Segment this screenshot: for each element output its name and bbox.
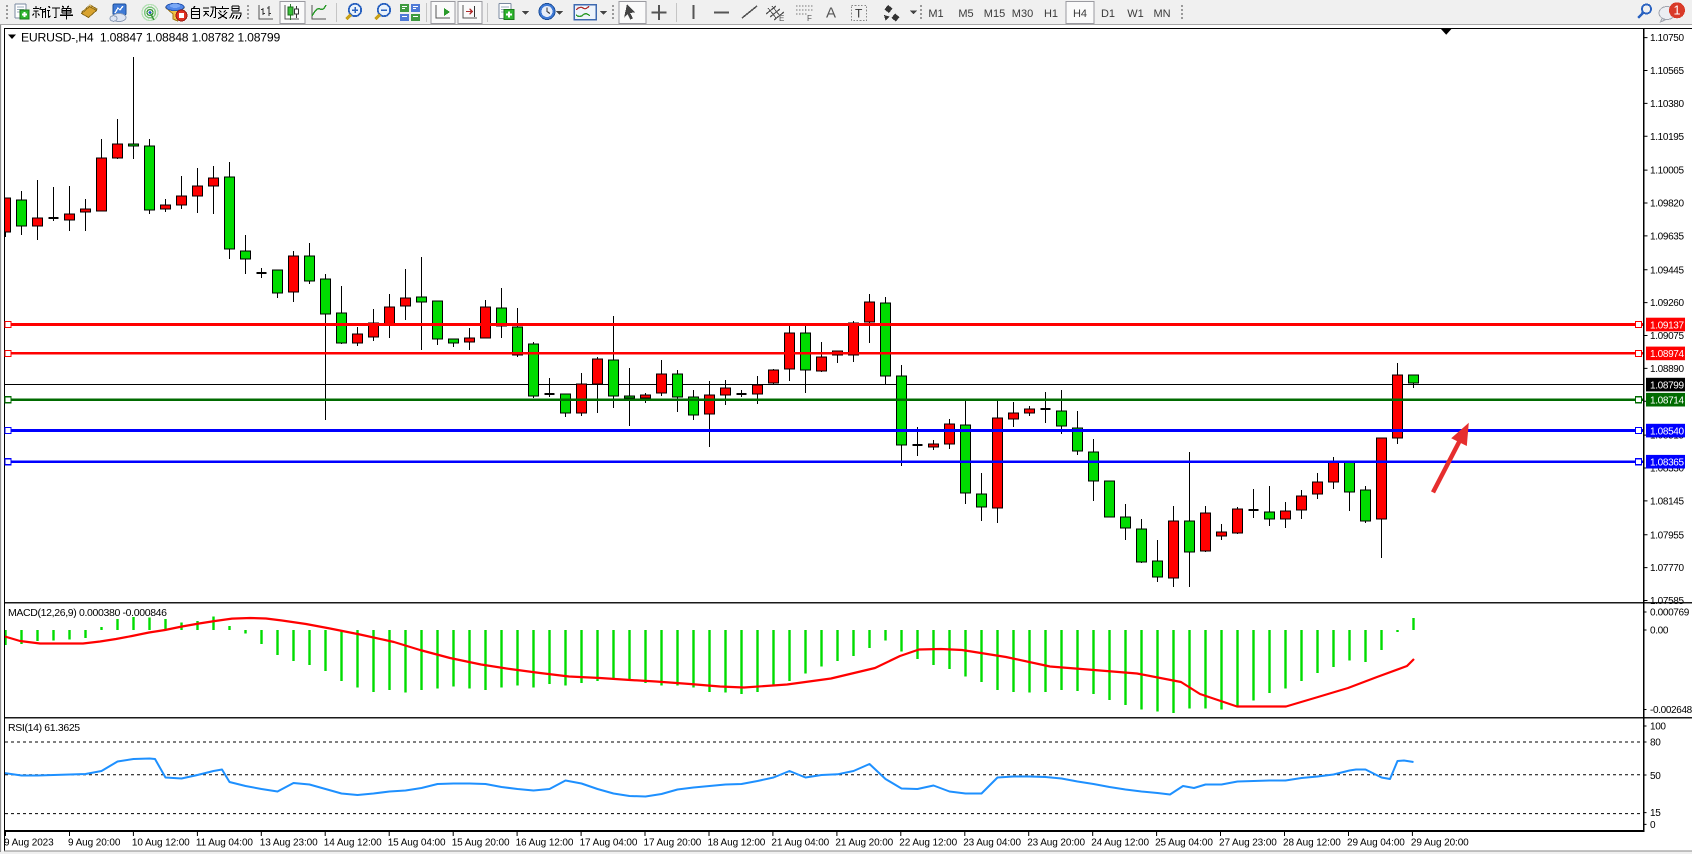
svg-text:W1: W1 (1127, 8, 1144, 20)
svg-text:15 Aug 04:00: 15 Aug 04:00 (388, 838, 446, 849)
svg-text:F: F (807, 14, 812, 23)
svg-text:MN: MN (1153, 8, 1170, 20)
svg-text:M5: M5 (958, 8, 973, 20)
svg-text:M1: M1 (928, 8, 943, 20)
svg-text:24 Aug 12:00: 24 Aug 12:00 (1091, 838, 1149, 849)
svg-text:50: 50 (1650, 771, 1661, 782)
svg-text:1.07585: 1.07585 (1650, 596, 1684, 607)
svg-text:1.09820: 1.09820 (1650, 199, 1684, 210)
svg-text:MACD(12,26,9) 0.000380 -0.0008: MACD(12,26,9) 0.000380 -0.000846 (8, 607, 167, 619)
svg-text:0.00: 0.00 (1650, 626, 1669, 637)
svg-text:EURUSD-,H4 1.08847 1.08848 1.: EURUSD-,H4 1.08847 1.08848 1.08782 1.087… (21, 31, 280, 45)
svg-text:10 Aug 12:00: 10 Aug 12:00 (132, 838, 190, 849)
svg-text:18 Aug 12:00: 18 Aug 12:00 (708, 838, 766, 849)
svg-text:H1: H1 (1044, 8, 1058, 20)
svg-text:9 Aug 2023: 9 Aug 2023 (4, 838, 54, 849)
svg-text:T: T (855, 7, 863, 21)
svg-text:29 Aug 20:00: 29 Aug 20:00 (1411, 838, 1469, 849)
svg-text:28 Aug 12:00: 28 Aug 12:00 (1283, 838, 1341, 849)
svg-text:RSI(14) 61.3625: RSI(14) 61.3625 (8, 722, 80, 734)
svg-text:E: E (779, 14, 784, 23)
svg-text:1.10380: 1.10380 (1650, 99, 1684, 110)
svg-text:15 Aug 20:00: 15 Aug 20:00 (452, 838, 510, 849)
svg-text:1.08540: 1.08540 (1650, 426, 1684, 437)
svg-text:11 Aug 04:00: 11 Aug 04:00 (196, 838, 254, 849)
svg-text:29 Aug 04:00: 29 Aug 04:00 (1347, 838, 1405, 849)
svg-text:17 Aug 20:00: 17 Aug 20:00 (644, 838, 702, 849)
svg-text:M15: M15 (984, 8, 1005, 20)
svg-text:16 Aug 12:00: 16 Aug 12:00 (516, 838, 574, 849)
svg-text:-0.002648: -0.002648 (1650, 705, 1692, 716)
svg-text:H4: H4 (1073, 8, 1087, 20)
svg-text:25 Aug 04:00: 25 Aug 04:00 (1155, 838, 1213, 849)
svg-text:A: A (826, 5, 836, 22)
svg-text:1.10005: 1.10005 (1650, 166, 1684, 177)
svg-text:1.08330: 1.08330 (1650, 464, 1684, 475)
svg-text:1.08799: 1.08799 (1650, 380, 1684, 391)
svg-text:9 Aug 20:00: 9 Aug 20:00 (68, 838, 121, 849)
svg-text:1.07955: 1.07955 (1650, 530, 1684, 541)
svg-text:1.09075: 1.09075 (1650, 331, 1684, 342)
svg-text:M30: M30 (1012, 8, 1033, 20)
svg-text:14 Aug 12:00: 14 Aug 12:00 (324, 838, 382, 849)
svg-text:22 Aug 12:00: 22 Aug 12:00 (899, 838, 957, 849)
svg-text:17 Aug 04:00: 17 Aug 04:00 (580, 838, 638, 849)
svg-text:1.08365: 1.08365 (1650, 458, 1684, 469)
svg-text:23 Aug 04:00: 23 Aug 04:00 (963, 838, 1021, 849)
svg-text:1.08890: 1.08890 (1650, 364, 1684, 375)
svg-text:1.08145: 1.08145 (1650, 497, 1684, 508)
svg-text:27 Aug 23:00: 27 Aug 23:00 (1219, 838, 1277, 849)
svg-text:23 Aug 20:00: 23 Aug 20:00 (1027, 838, 1085, 849)
svg-text:1.10565: 1.10565 (1650, 66, 1684, 77)
svg-text:100: 100 (1650, 722, 1666, 733)
svg-text:1: 1 (1674, 4, 1681, 18)
svg-text:1.10750: 1.10750 (1650, 33, 1684, 44)
svg-text:15: 15 (1650, 808, 1661, 819)
svg-text:21 Aug 20:00: 21 Aug 20:00 (835, 838, 893, 849)
svg-text:0.000769: 0.000769 (1650, 608, 1690, 619)
svg-text:21 Aug 04:00: 21 Aug 04:00 (771, 838, 829, 849)
svg-text:D1: D1 (1101, 8, 1115, 20)
svg-text:80: 80 (1650, 738, 1661, 749)
svg-text:1.09445: 1.09445 (1650, 265, 1684, 276)
svg-text:1.10195: 1.10195 (1650, 132, 1684, 143)
svg-text:1.08714: 1.08714 (1650, 396, 1684, 407)
svg-text:1.07770: 1.07770 (1650, 563, 1684, 574)
svg-text:13 Aug 23:00: 13 Aug 23:00 (260, 838, 318, 849)
svg-text:1.09260: 1.09260 (1650, 298, 1684, 309)
svg-text:1.08974: 1.08974 (1650, 349, 1684, 360)
svg-text:1.09635: 1.09635 (1650, 232, 1684, 243)
svg-text:1.09137: 1.09137 (1650, 320, 1684, 331)
svg-text:0: 0 (1650, 820, 1656, 831)
